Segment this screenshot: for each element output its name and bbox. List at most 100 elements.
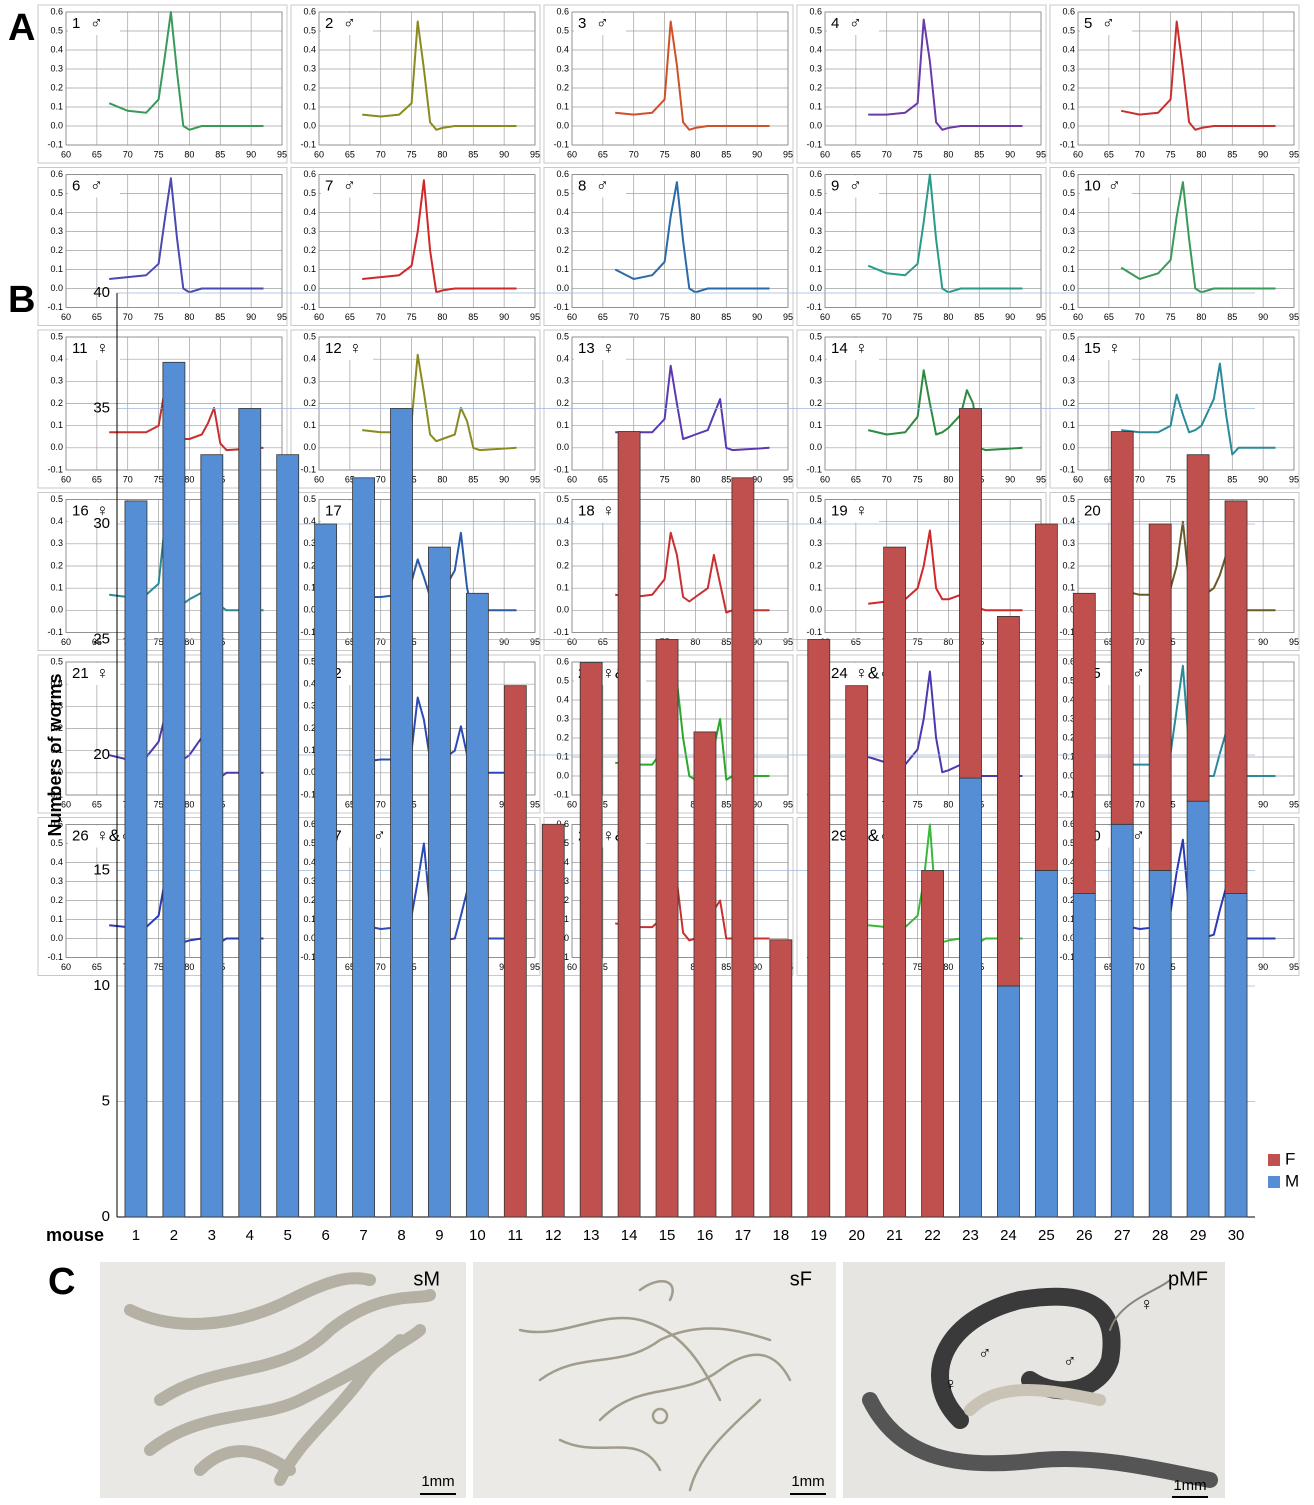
x-tick-label: 75: [913, 149, 923, 159]
y-tick-label: 0.2: [556, 82, 569, 92]
photo-annotation: ♂: [1063, 1351, 1077, 1371]
plot-border: [318, 336, 536, 471]
x-tick-label: 90: [1005, 474, 1015, 484]
y-tick-label: 0.4: [556, 207, 569, 217]
y-tick-label: 0.2: [556, 560, 569, 570]
y-tick-label: 0.5: [50, 494, 63, 504]
y-tick-label: 0.4: [303, 857, 316, 867]
panel-number: 24: [831, 665, 848, 682]
plot-border: [65, 174, 283, 308]
panel-label: B: [8, 279, 35, 321]
plot-border: [1077, 336, 1295, 471]
panel-number: 16: [72, 502, 89, 519]
y-tick-label: 0.2: [556, 245, 569, 255]
x-tick-label: 90: [1258, 799, 1268, 809]
x-tick-label: 95: [1289, 149, 1299, 159]
y-tick-label: 0.1: [1062, 264, 1075, 274]
sex-label: ♀: [602, 338, 615, 357]
plot-border: [824, 174, 1042, 308]
x-tick-label: 60: [820, 312, 830, 322]
y-tick-label: 0.1: [1062, 583, 1075, 593]
x-tick-label: 27: [1114, 1227, 1131, 1244]
x-tick-label: 75: [154, 149, 164, 159]
x-tick-label: 65: [92, 799, 102, 809]
x-tick-label: 65: [92, 149, 102, 159]
x-tick-label: 75: [154, 637, 164, 647]
y-tick-label: 0.0: [303, 283, 316, 293]
bar: [959, 777, 982, 1218]
melt-curve: [362, 179, 517, 294]
y-tick-label: 0.3: [1062, 713, 1075, 723]
bar: [997, 985, 1020, 1218]
y-tick-label: 0.4: [303, 516, 316, 526]
sex-label: ♂: [90, 176, 103, 195]
y-tick-label: -0.1: [47, 464, 63, 474]
x-tick-label: 60: [314, 312, 324, 322]
x-tick-label: 22: [924, 1227, 941, 1244]
x-tick-label: 70: [1135, 474, 1145, 484]
x-tick-label: 75: [913, 962, 923, 972]
x-tick-label: 70: [123, 474, 133, 484]
y-tick-label: 0.0: [809, 283, 822, 293]
y-tick-label: 0.3: [303, 701, 316, 711]
y-tick-label: 0.3: [50, 876, 63, 886]
title-bg: [321, 13, 373, 35]
y-tick-label: 0.3: [556, 538, 569, 548]
x-tick-label: 95: [1036, 312, 1046, 322]
x-tick-label: 65: [1104, 962, 1114, 972]
y-tick-label: 0.1: [50, 420, 63, 430]
x-tick-label: 80: [690, 474, 700, 484]
plot-border: [571, 824, 789, 958]
x-tick-label: 70: [882, 312, 892, 322]
x-tick-label: 60: [820, 474, 830, 484]
y-tick-label: 0.2: [556, 398, 569, 408]
x-tick-label: 85: [468, 474, 478, 484]
y-tick-label: 0.2: [1062, 245, 1075, 255]
title-bg: [827, 175, 879, 198]
bar: [921, 870, 944, 1218]
x-tick-label: 60: [61, 149, 71, 159]
title-bg: [827, 338, 879, 360]
y-tick-label: 0.0: [303, 605, 316, 615]
y-tick-label: 0.4: [1062, 354, 1075, 364]
x-tick-label: 65: [1104, 149, 1114, 159]
y-tick-label: 0.1: [303, 101, 316, 111]
y-tick-label: -0.1: [806, 464, 822, 474]
title-bg: [574, 500, 626, 523]
title-bg: [827, 500, 879, 523]
x-tick-label: 80: [184, 312, 194, 322]
x-tick-label: 95: [530, 149, 540, 159]
bar: [1148, 523, 1172, 871]
x-tick-label: 70: [376, 637, 386, 647]
x-tick-label: 75: [660, 312, 670, 322]
y-tick-label: 0.4: [50, 857, 63, 867]
bar: [124, 500, 148, 1218]
y-tick-label: -0.1: [300, 952, 316, 962]
y-tick-label: 0.0: [50, 283, 63, 293]
x-tick-label: 60: [61, 799, 71, 809]
bar: [769, 939, 793, 1218]
y-tick-label: 0.6: [556, 656, 569, 666]
x-tick-label: 16: [697, 1227, 714, 1244]
x-tick-label: 60: [820, 149, 830, 159]
y-tick-label: 0.2: [809, 82, 822, 92]
sex-label: ♀: [349, 338, 362, 357]
y-tick-label: 10: [93, 977, 110, 994]
y-tick-label: 0.5: [809, 25, 822, 35]
x-tick-label: 80: [943, 637, 953, 647]
x-tick-label: 80: [690, 312, 700, 322]
x-tick-label: 80: [1196, 149, 1206, 159]
y-tick-label: 0.2: [303, 245, 316, 255]
y-tick-label: 0.4: [809, 516, 822, 526]
y-tick-label: 0.6: [809, 6, 822, 16]
panel-label: C: [48, 1261, 75, 1303]
y-tick-label: 0.2: [809, 245, 822, 255]
melt-curve: [108, 11, 264, 131]
title-bg: [68, 663, 120, 685]
bar: [352, 477, 375, 1218]
x-tick-label: 65: [1104, 637, 1114, 647]
x-tick-label: 75: [1166, 474, 1176, 484]
y-tick-label: 0.0: [556, 605, 569, 615]
bar: [579, 662, 603, 1218]
y-tick-label: 40: [93, 284, 110, 301]
